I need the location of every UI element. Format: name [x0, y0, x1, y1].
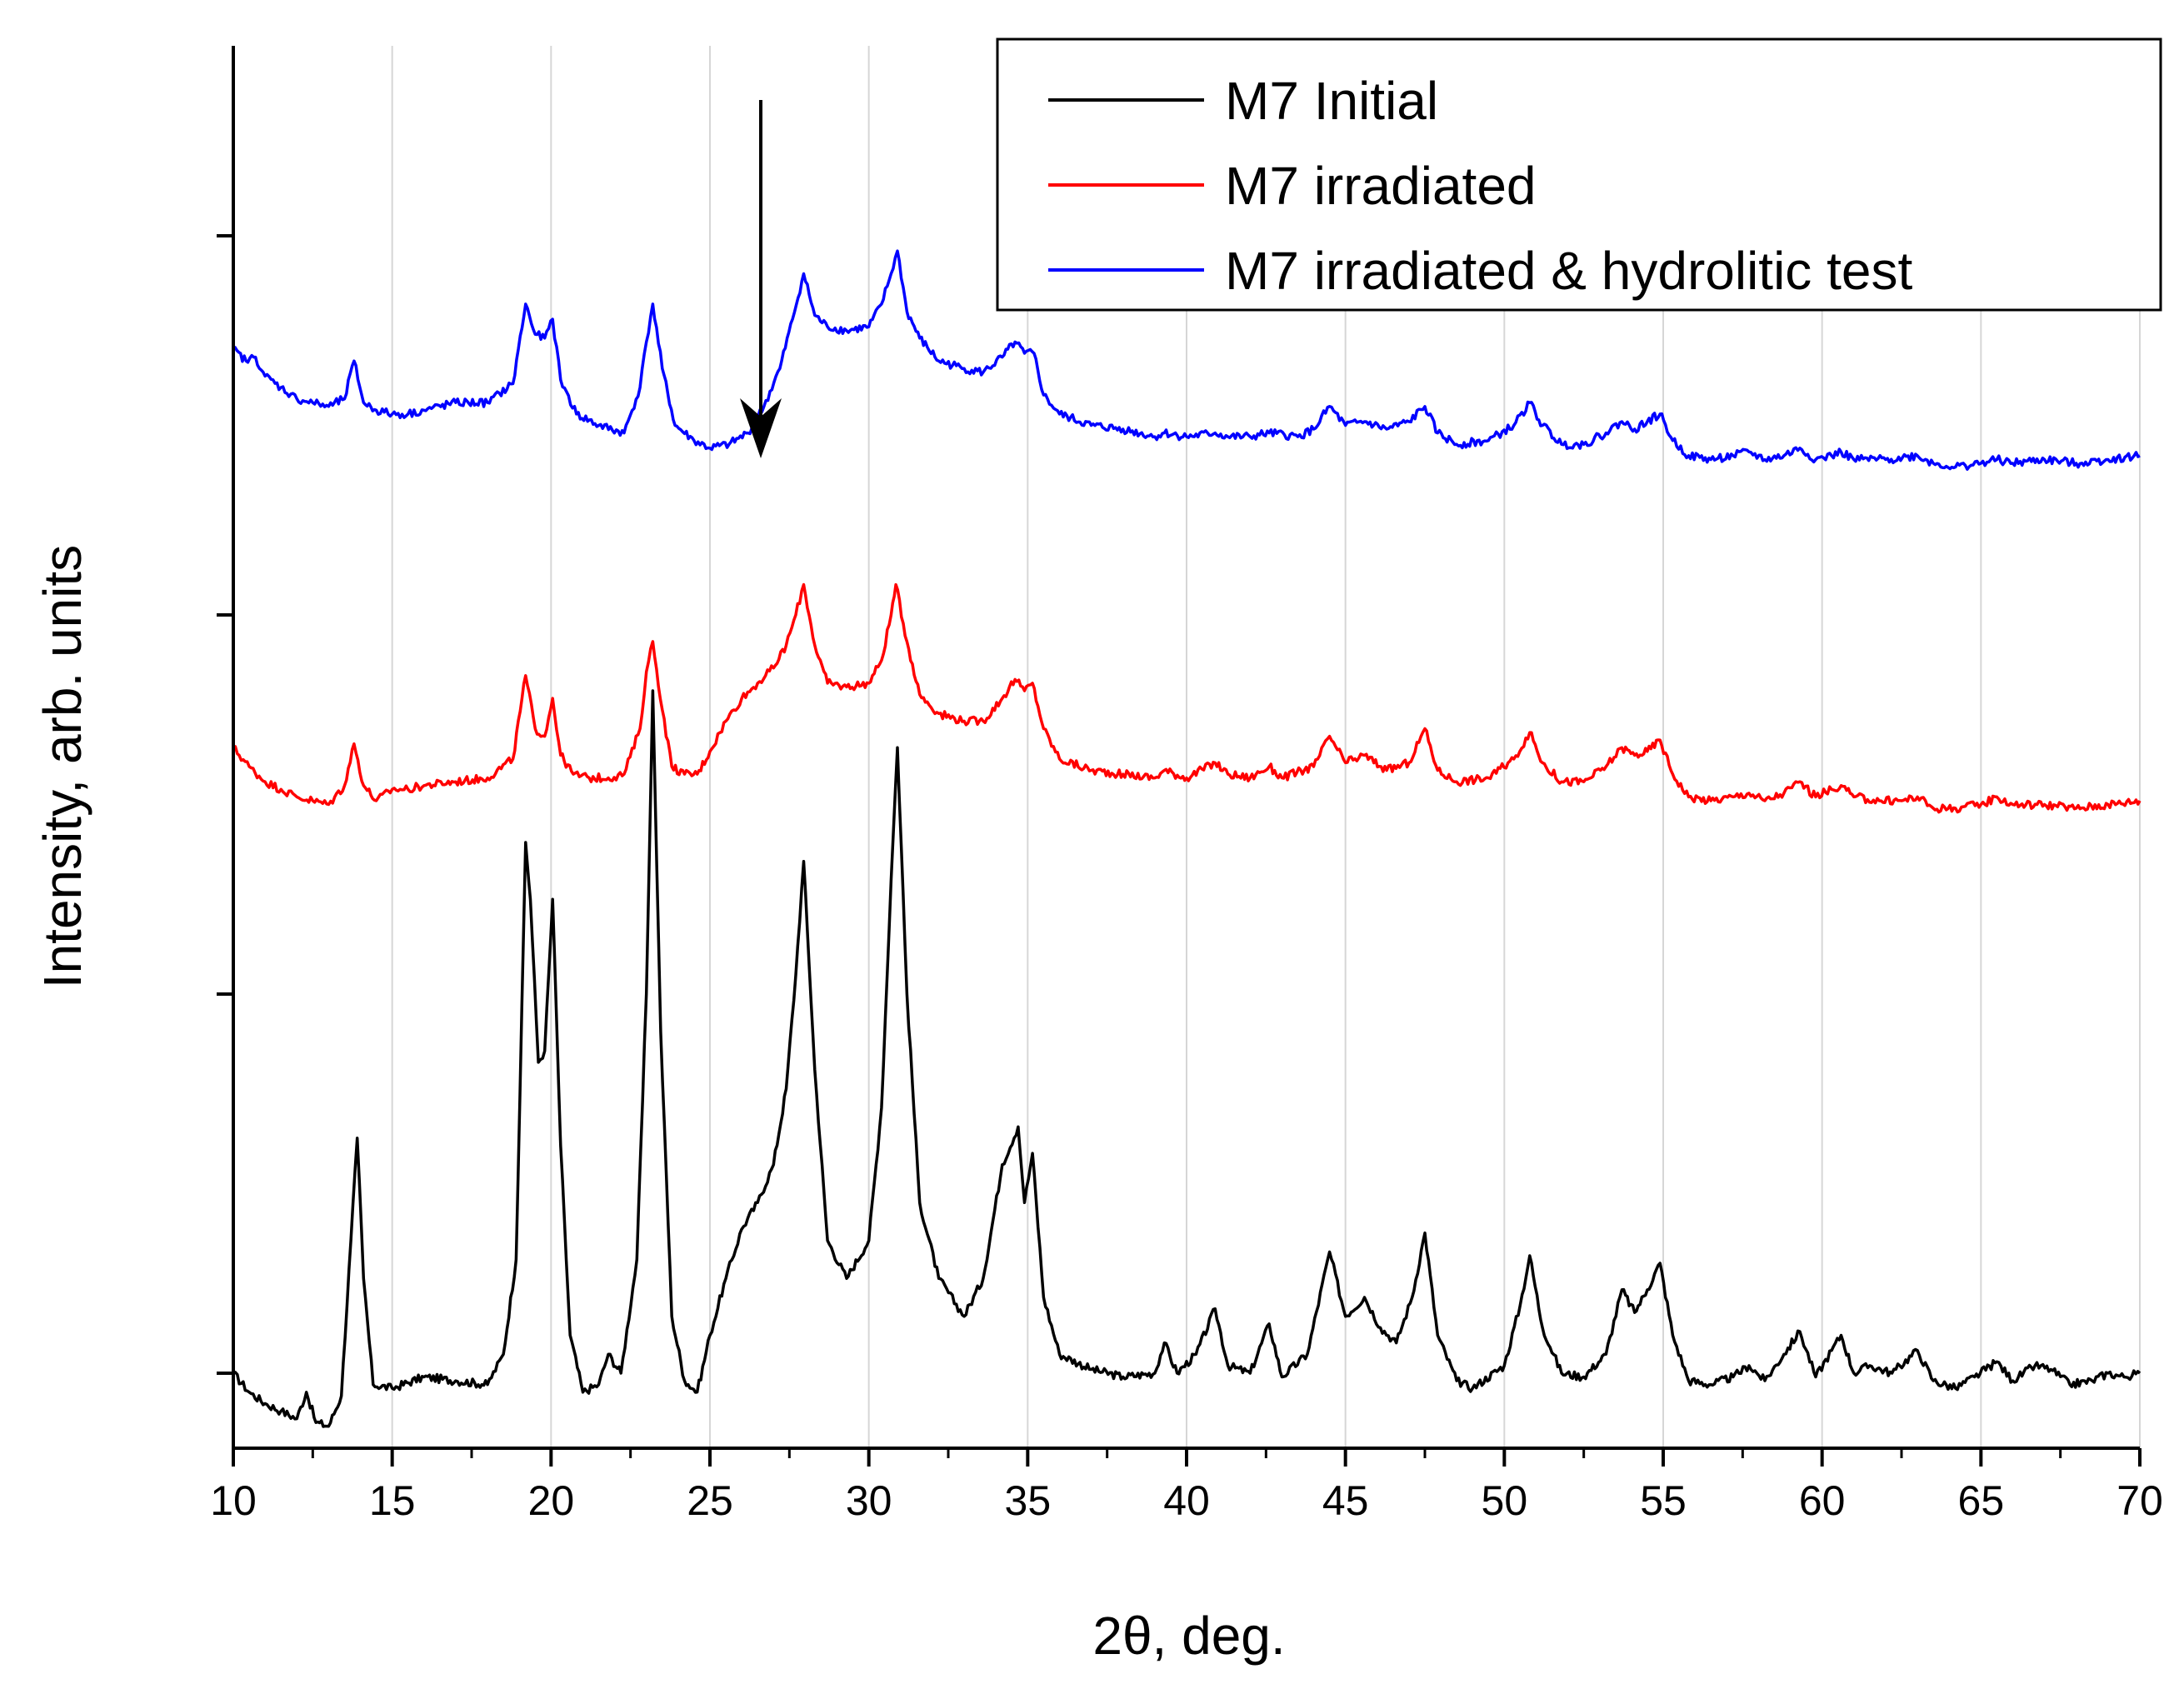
x-tick-label: 30	[846, 1477, 892, 1524]
x-tick-label: 10	[210, 1477, 257, 1524]
arrow-head	[740, 398, 782, 458]
x-tick-label: 60	[1799, 1477, 1846, 1524]
series-line-0	[232, 689, 2142, 1428]
plot-area	[232, 249, 2142, 1428]
legend-label-initial: M7 Initial	[1225, 71, 1438, 131]
legend: M7 Initial M7 irradiated M7 irradiated &…	[996, 37, 2162, 312]
x-tick-label: 40	[1163, 1477, 1210, 1524]
x-tick-label: 70	[2117, 1477, 2163, 1524]
x-tick-label: 35	[1005, 1477, 1052, 1524]
x-tick-label: 20	[528, 1477, 575, 1524]
legend-label-hydrolitic: M7 irradiated & hydrolitic test	[1225, 241, 1912, 301]
x-tick-label: 55	[1640, 1477, 1687, 1524]
axes: 10 15 20 25 30 35 40 45 50 55 60 65 70	[210, 46, 2163, 1524]
annotation-arrow	[740, 100, 782, 458]
legend-box	[996, 37, 2162, 312]
y-axis-title: Intensity, arb. units	[32, 545, 92, 988]
x-tick-label: 45	[1322, 1477, 1369, 1524]
series-line-1	[232, 582, 2142, 814]
series-line-2	[232, 249, 2141, 471]
legend-label-irradiated: M7 irradiated	[1225, 156, 1537, 216]
x-tick-label: 50	[1482, 1477, 1528, 1524]
x-tick-label: 65	[1958, 1477, 2005, 1524]
x-axis-title: 2θ, deg.	[1092, 1606, 1285, 1666]
x-tick-label: 15	[369, 1477, 416, 1524]
x-tick-label: 25	[687, 1477, 733, 1524]
